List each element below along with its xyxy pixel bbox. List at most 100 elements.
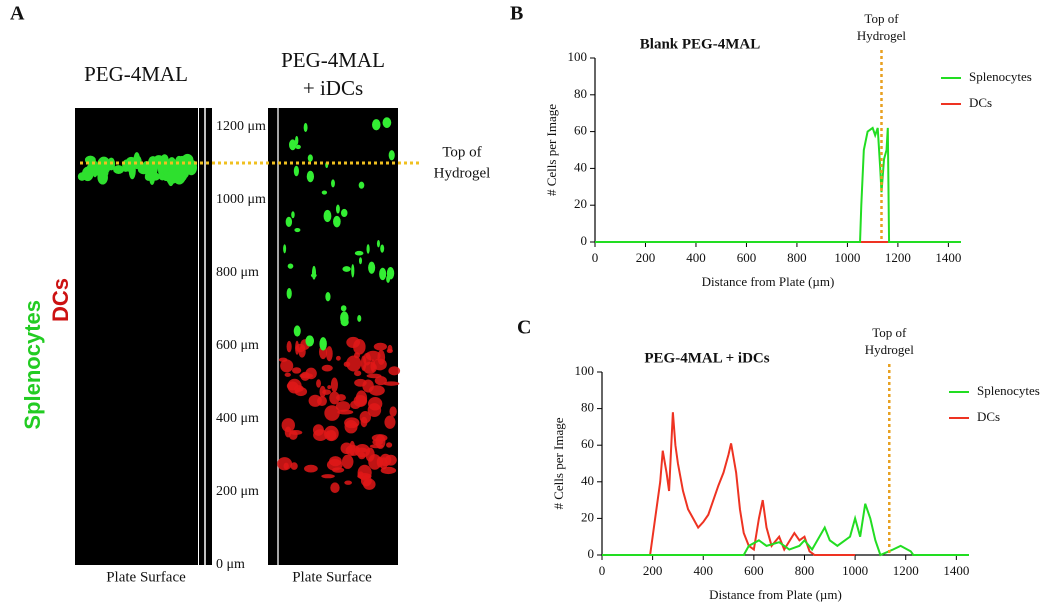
cell-blob	[322, 389, 331, 395]
cell-blob	[350, 400, 361, 409]
cell-blob	[341, 454, 354, 469]
cell-blob	[289, 429, 303, 436]
cell-blob	[294, 227, 301, 233]
cell-blob	[325, 430, 331, 438]
cell-blob	[306, 170, 315, 183]
side-label: DCs	[48, 278, 73, 322]
cell-blob	[295, 144, 301, 150]
panel-letter: C	[517, 317, 531, 339]
cell-blob	[295, 343, 306, 353]
scale-label: 400 μm	[216, 411, 259, 426]
y-tick-label: 20	[574, 196, 587, 211]
cell-blob	[294, 387, 308, 397]
cell-blob	[160, 154, 169, 167]
cell-blob	[386, 348, 393, 354]
cell-blob	[286, 287, 292, 299]
cell-blob	[321, 364, 333, 372]
cell-blob	[351, 264, 355, 278]
cell-blob	[365, 350, 381, 361]
x-axis-label: Distance from Plate (µm)	[702, 274, 835, 289]
cell-blob	[285, 216, 293, 228]
cell-blob	[368, 385, 385, 396]
x-tick-label: 400	[686, 250, 706, 265]
cell-blob	[358, 257, 363, 265]
cell-blob	[323, 209, 332, 223]
panel-letter: B	[510, 3, 523, 25]
y-tick-label: 60	[574, 123, 587, 138]
cell-blob	[333, 215, 341, 228]
cell-blob	[369, 444, 384, 449]
image-title: PEG-4MAL	[84, 62, 188, 86]
micrograph	[75, 108, 198, 565]
y-tick-label: 100	[575, 363, 595, 378]
cell-blob	[325, 346, 333, 362]
cell-blob	[293, 165, 299, 177]
cell-blob	[349, 440, 356, 456]
cell-blob	[158, 172, 165, 180]
cell-blob	[330, 482, 340, 494]
x-tick-label: 800	[795, 563, 815, 578]
cell-blob	[342, 266, 351, 272]
cell-blob	[366, 373, 382, 379]
y-tick-label: 40	[581, 473, 594, 488]
cell-blob	[383, 381, 400, 386]
cell-blob	[346, 355, 362, 372]
cell-blob	[344, 480, 352, 485]
cell-blob	[335, 204, 340, 214]
scale-label: 600 μm	[216, 338, 259, 353]
legend-label: DCs	[977, 409, 1000, 424]
annotation: Top of	[442, 144, 481, 160]
legend-label: Splenocytes	[969, 69, 1032, 84]
chart-title: PEG-4MAL + iDCs	[644, 350, 769, 366]
cell-blob	[286, 381, 299, 391]
cell-blob	[380, 244, 385, 253]
y-tick-label: 0	[588, 546, 595, 561]
y-tick-label: 20	[581, 509, 594, 524]
image-footer: Plate Surface	[292, 569, 372, 585]
cell-blob	[290, 462, 298, 470]
cell-blob	[388, 150, 395, 161]
x-tick-label: 1000	[842, 563, 868, 578]
cell-blob	[376, 239, 380, 248]
cell-blob	[363, 361, 377, 374]
x-tick-label: 1200	[893, 563, 919, 578]
cell-blob	[335, 401, 351, 412]
cell-blob	[360, 475, 372, 487]
cell-blob	[303, 122, 308, 133]
y-tick-label: 80	[574, 86, 587, 101]
cell-blob	[359, 411, 371, 424]
cell-blob	[280, 359, 294, 373]
cell-blob	[380, 466, 397, 475]
cell-blob	[386, 442, 393, 448]
cell-layer	[77, 117, 401, 494]
cell-blob	[354, 250, 364, 256]
cell-blob	[321, 190, 328, 195]
cell-blob	[353, 338, 366, 355]
cell-blob	[384, 415, 396, 429]
x-tick-label: 600	[744, 563, 764, 578]
cell-blob	[367, 403, 382, 418]
cell-blob	[388, 366, 401, 376]
cell-blob	[277, 457, 293, 471]
cell-blob	[326, 458, 343, 471]
cell-blob	[329, 391, 340, 405]
side-label: Splenocytes	[20, 300, 45, 430]
threshold-label: Hydrogel	[865, 342, 914, 357]
cell-blob	[382, 117, 392, 128]
cell-blob	[100, 166, 109, 178]
x-tick-label: 0	[592, 250, 599, 265]
cell-blob	[335, 394, 346, 402]
cell-blob	[340, 311, 349, 325]
cell-blob	[122, 163, 129, 172]
scale-label: 0 μm	[216, 557, 245, 572]
cell-blob	[321, 474, 335, 479]
x-tick-label: 800	[787, 250, 807, 265]
x-tick-label: 1200	[885, 250, 911, 265]
cell-blob	[300, 371, 310, 381]
cell-blob	[335, 355, 341, 361]
cell-blob	[134, 155, 142, 169]
cell-blob	[325, 292, 331, 302]
series-line	[602, 412, 856, 556]
scale-label: 1000 μm	[216, 192, 266, 207]
